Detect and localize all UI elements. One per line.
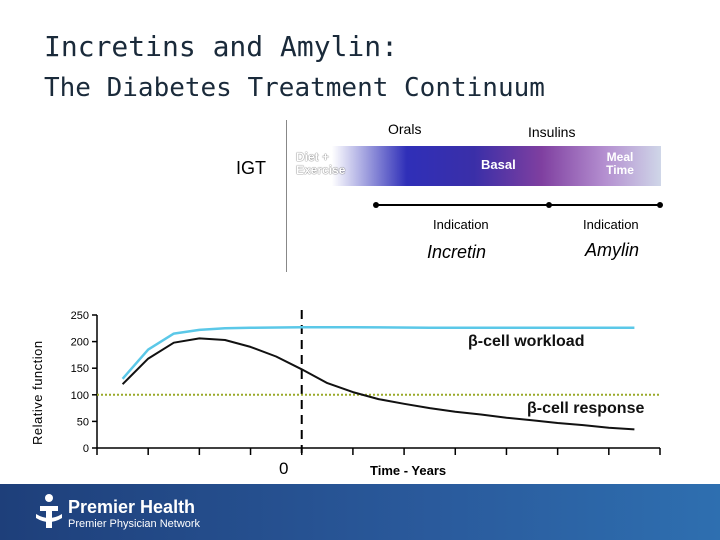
footer-subtitle: Premier Physician Network bbox=[68, 518, 201, 530]
y-tick-label: 50 bbox=[77, 416, 89, 428]
series-beta-cell-workload bbox=[121, 325, 635, 380]
divider-line bbox=[286, 120, 287, 272]
premier-health-logo-icon bbox=[36, 494, 62, 528]
y-tick-label: 0 bbox=[83, 443, 89, 455]
y-axis-label: Relative function bbox=[30, 340, 45, 445]
slide-title: Incretins and Amylin: bbox=[44, 30, 399, 63]
y-tick-label: 150 bbox=[71, 363, 89, 375]
footer-banner: Premier Health Premier Physician Network bbox=[0, 484, 720, 540]
amylin-label: Amylin bbox=[585, 240, 640, 260]
y-tick-label: 250 bbox=[71, 310, 89, 322]
treatment-gradient-bar bbox=[287, 146, 661, 186]
response-label: β-cell response bbox=[527, 400, 645, 417]
igt-label: IGT bbox=[236, 158, 266, 178]
y-tick-label: 200 bbox=[71, 337, 89, 349]
insulins-label: Insulins bbox=[528, 124, 576, 140]
orals-label: Orals bbox=[388, 121, 422, 137]
meal-time-label: Meal Time bbox=[606, 150, 634, 177]
indication-label-incretin: Indication bbox=[433, 217, 489, 232]
y-tick-label: 100 bbox=[71, 390, 89, 402]
basal-label: Basal bbox=[481, 157, 516, 172]
x-axis-label: Time - Years bbox=[370, 463, 447, 478]
diet-exercise-label: Diet + Exercise bbox=[296, 150, 346, 177]
incretin-label: Incretin bbox=[427, 242, 487, 262]
slide-subtitle: The Diabetes Treatment Continuum bbox=[44, 73, 545, 103]
workload-label: β-cell workload bbox=[468, 333, 585, 350]
series-beta-cell-response bbox=[121, 337, 635, 431]
x-zero-label: 0 bbox=[279, 459, 289, 478]
footer-name: Premier Health bbox=[68, 497, 196, 517]
indication-label-amylin: Indication bbox=[583, 217, 639, 232]
